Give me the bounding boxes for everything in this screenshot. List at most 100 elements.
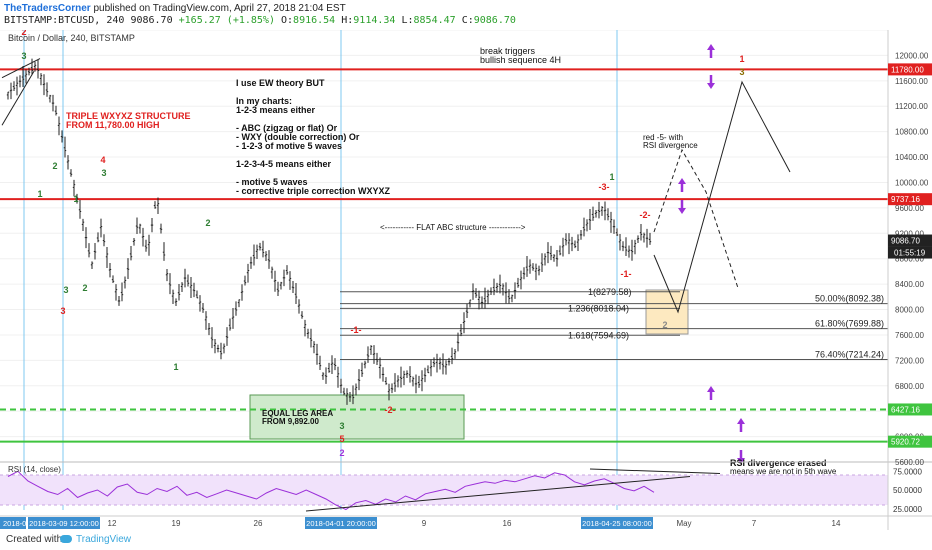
wave-label: 3	[60, 306, 65, 316]
annotation-ew: - motive 5 waves	[236, 177, 308, 187]
wave-label: 2	[339, 448, 344, 458]
wave-label: 1	[609, 172, 614, 182]
wave-label: 2	[52, 161, 57, 171]
author-name[interactable]: TheTradersCorner	[4, 3, 91, 14]
wave-label: -1-	[351, 325, 362, 335]
price-chart[interactable]: 1(8279.58)1.236(8018.04)1.618(7594.69)50…	[0, 30, 932, 530]
price-tick-label: 7200.00	[895, 356, 924, 365]
price-tick-label: 8800.00	[895, 255, 924, 264]
annotation-ew: - WXY (double correction) Or	[236, 132, 360, 142]
countdown-bg	[888, 246, 932, 259]
price-tick-label: 5600.00	[895, 458, 924, 467]
price-change: +165.27 (+1.85%)	[178, 15, 275, 26]
fibonacci-levels: 1(8279.58) 1.236(8018.04) 1.618(7594.69) 50…	[340, 287, 888, 360]
close-value: 9086.70	[473, 15, 516, 26]
time-start-label: 2018-0	[3, 519, 26, 528]
price-tag-5920-bg	[888, 435, 932, 448]
fib-ext-label: 1(8279.58)	[588, 287, 632, 297]
price-tick-label: 9600.00	[895, 204, 924, 213]
price-tag-last-bg	[888, 234, 932, 247]
last-price: 9086.70	[130, 15, 173, 26]
time-highlight-label: 2018-04-25 08:00:00	[582, 519, 652, 528]
wave-label: 2	[662, 320, 667, 330]
wave-label: -3-	[599, 182, 610, 192]
price-tick-label: 10400.00	[895, 153, 929, 162]
low-value: 8854.47	[413, 15, 456, 26]
wave-label: 2	[82, 283, 87, 293]
annotation-flat: <----------- FLAT ABC structure --------…	[380, 223, 526, 232]
fib-ret-label: 76.40%(7214.24)	[815, 349, 884, 359]
channel-line	[1, 58, 41, 79]
annotation-rsi-div: means we are not in 5th wave	[730, 467, 837, 476]
annotation-equal-leg: EQUAL LEG AREA	[262, 409, 333, 418]
chart-background	[0, 30, 932, 530]
annotation-equal-leg: FROM 9,892.00	[262, 417, 319, 426]
price-tick-label: 8400.00	[895, 280, 924, 289]
annotation-ew: 1-2-3-4-5 means either	[236, 159, 332, 169]
time-tick-label: 14	[832, 519, 841, 528]
wave-label: 3	[739, 67, 744, 77]
price-tick-label: 12000.00	[895, 51, 929, 60]
projection-path	[653, 80, 791, 314]
fib-ext-label: 1.236(8018.04)	[568, 303, 629, 313]
fib-ret-label: 50.00%(8092.38)	[815, 294, 884, 304]
time-highlight-bg	[305, 517, 377, 529]
projection-dashed	[653, 148, 739, 289]
created-with: Created with	[6, 534, 63, 545]
high-value: 9114.34	[353, 15, 396, 26]
time-tick-label: 26	[254, 519, 263, 528]
arrow-up-head	[737, 418, 745, 424]
time-tick-label: May	[676, 519, 691, 528]
price-bars	[1, 58, 652, 405]
price-tag-last: 9086.70	[891, 237, 920, 246]
published-text: published on TradingView.com, April 27, …	[93, 3, 346, 14]
annotation-break: break triggers	[480, 46, 536, 56]
annotation-rsi-div: RSI divergence erased	[730, 458, 827, 468]
zone-boxes	[249, 289, 689, 440]
price-tick-label: 7600.00	[895, 331, 924, 340]
arrow-up-head	[707, 44, 715, 50]
arrow-down-head	[707, 83, 715, 89]
arrow-up-head	[678, 178, 686, 184]
low-label: L:	[401, 15, 414, 26]
wave-label: 1	[73, 194, 78, 204]
close-label: C:	[461, 15, 474, 26]
time-tick-label: 12	[108, 519, 117, 528]
chart-header: TheTradersCorner published on TradingVie…	[0, 0, 932, 30]
price-tag-6427: 6427.16	[891, 405, 920, 414]
price-tick-label: 11600.00	[895, 77, 928, 86]
price-tick-label: 6800.00	[895, 382, 924, 391]
wave-label: -2-	[640, 210, 651, 220]
wave-label: 1	[173, 362, 178, 372]
wave-label: 4	[100, 155, 105, 165]
annotation-ew: I use EW theory BUT	[236, 78, 325, 88]
tradingview-label[interactable]: TradingView	[76, 534, 132, 545]
time-tick-label: 7	[752, 519, 757, 528]
price-tick-label: 9200.00	[895, 229, 924, 238]
wave-label: 2	[21, 30, 26, 37]
annotation-red5: RSI divergence	[643, 141, 698, 150]
symbol-label: BITSTAMP:BTCUSD, 240	[4, 15, 125, 26]
wave-label: 3	[21, 51, 26, 61]
annotation-bullish: bullish sequence 4H	[480, 55, 561, 65]
fib-target-box	[645, 289, 689, 335]
wave-label: -2-	[385, 405, 396, 415]
rsi-trendline	[305, 476, 691, 512]
wave-label: 3	[101, 168, 106, 178]
time-tick-label: 19	[172, 519, 181, 528]
equal-leg-box	[249, 394, 465, 440]
price-tag-5920: 5920.72	[891, 438, 920, 447]
open-value: 8916.54	[293, 15, 336, 26]
price-axis[interactable]: 12000.00 11600.00 11200.00 10800.00 10400.00…	[887, 30, 932, 530]
annotation-red5: red -5- with	[643, 133, 683, 142]
price-tag-11780: 11780.00	[891, 65, 924, 74]
price-tag-6427-bg	[888, 403, 932, 416]
annotation-triple: TRIPLE WXYXZ STRUCTURE	[66, 111, 191, 121]
wave-label: 3	[63, 285, 68, 295]
arrow-up-head	[707, 386, 715, 392]
wave-label: 1	[739, 54, 744, 64]
